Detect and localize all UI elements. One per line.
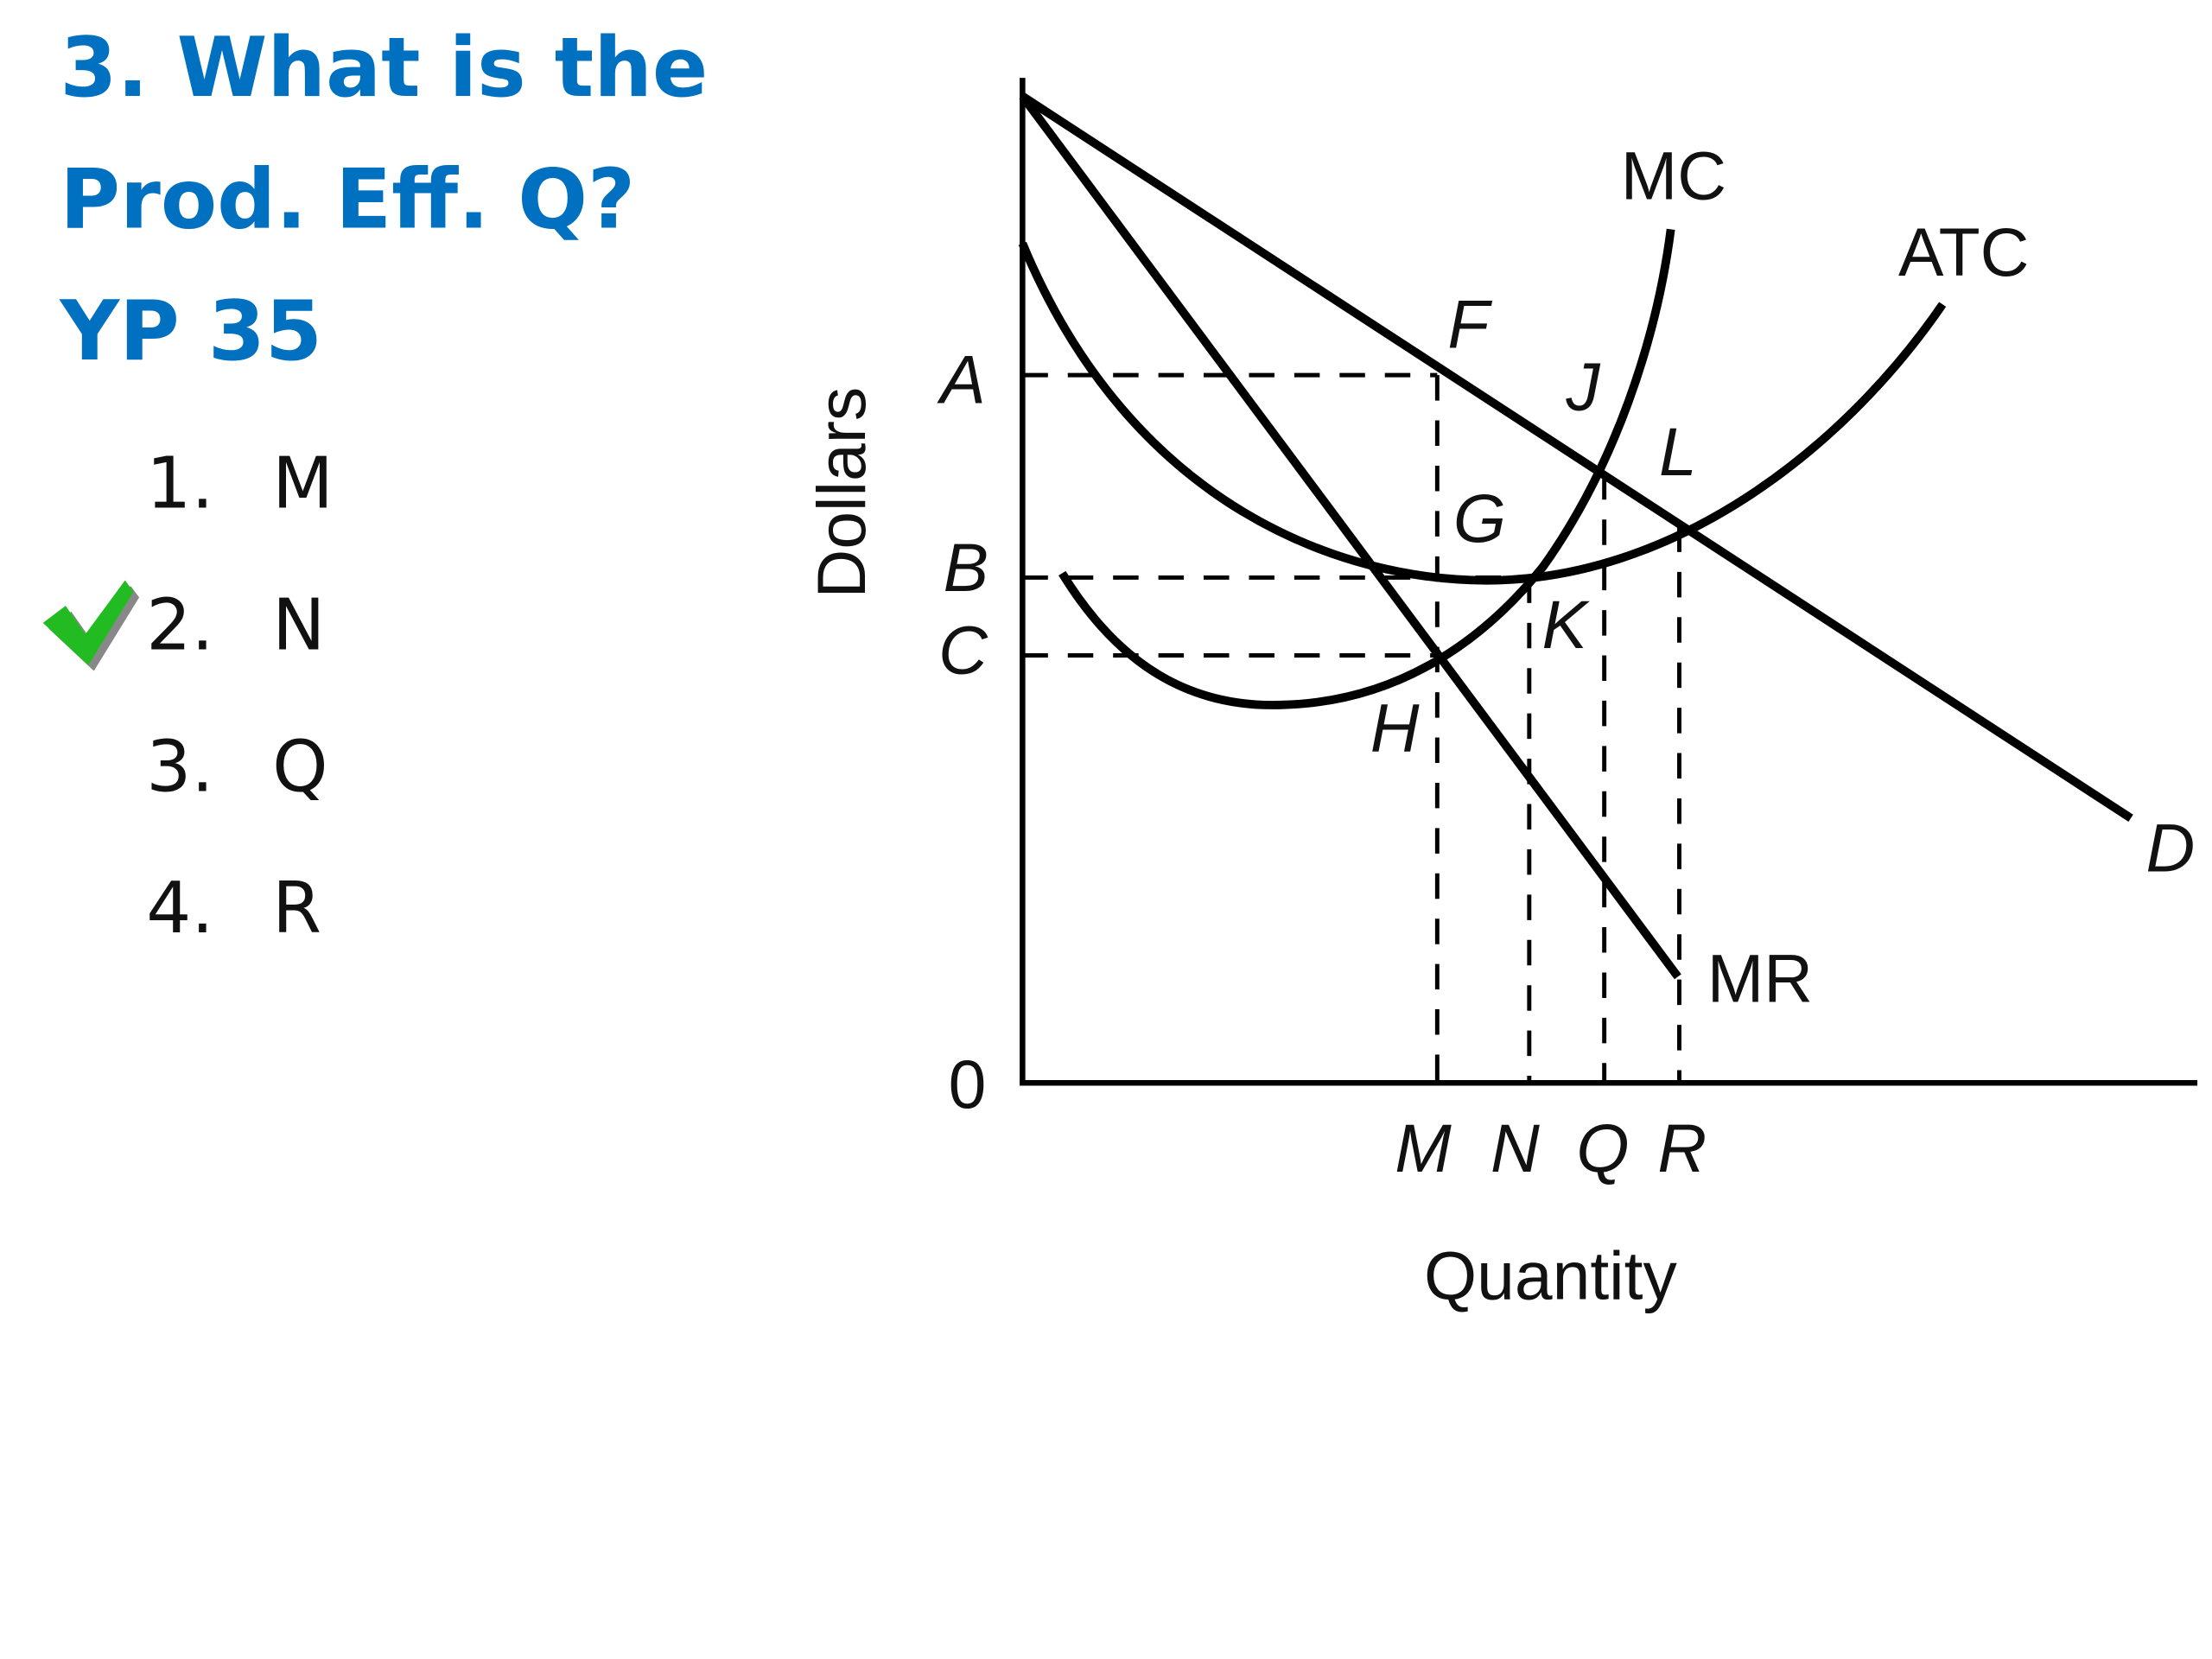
curve-label: MR (1707, 940, 1813, 1016)
quantity-label: R (1657, 1110, 1707, 1186)
option-label[interactable]: N (272, 584, 325, 666)
y-axis-label: Dollars (804, 387, 880, 599)
question-line: YP 35 (59, 284, 322, 379)
option-label[interactable]: R (272, 868, 321, 950)
option-number: 2. (146, 584, 213, 666)
quantity-label: Q (1576, 1110, 1629, 1186)
options: 1. M 2. N 3. Q 4. R (146, 443, 333, 950)
curve-label: ATC (1898, 214, 2029, 290)
point-label: H (1370, 690, 1420, 766)
curve-label: D (2146, 810, 2196, 887)
x-axis-label: Quantity (1424, 1237, 1677, 1313)
price-label: A (937, 341, 985, 417)
option-number: 1. (146, 443, 213, 525)
option-label[interactable]: M (272, 443, 334, 525)
point-label: J (1565, 349, 1600, 425)
price-label: C (938, 612, 988, 688)
option-label[interactable]: Q (272, 726, 327, 808)
diagram: Dollars Quantity 0 A B C M N Q R MC ATC … (804, 78, 2198, 1313)
origin-label: 0 (949, 1046, 987, 1122)
quantity-label: M (1395, 1110, 1452, 1186)
curve-label: MC (1621, 137, 1726, 213)
demand-curve (1020, 92, 2133, 823)
mc-curve (1058, 228, 1675, 709)
question-line: Prod. Eff. Q? (60, 152, 635, 247)
point-label: G (1453, 480, 1506, 556)
option-number: 4. (146, 868, 213, 950)
point-label: L (1659, 414, 1697, 490)
option-number: 3. (146, 726, 213, 808)
price-label: B (944, 530, 988, 606)
atc-curve (1018, 241, 1947, 585)
quantity-label: N (1491, 1110, 1540, 1186)
point-label: K (1542, 587, 1591, 663)
mr-curve (1019, 93, 1681, 980)
point-label: F (1447, 286, 1492, 362)
question-line: 3. What is the (60, 21, 708, 116)
